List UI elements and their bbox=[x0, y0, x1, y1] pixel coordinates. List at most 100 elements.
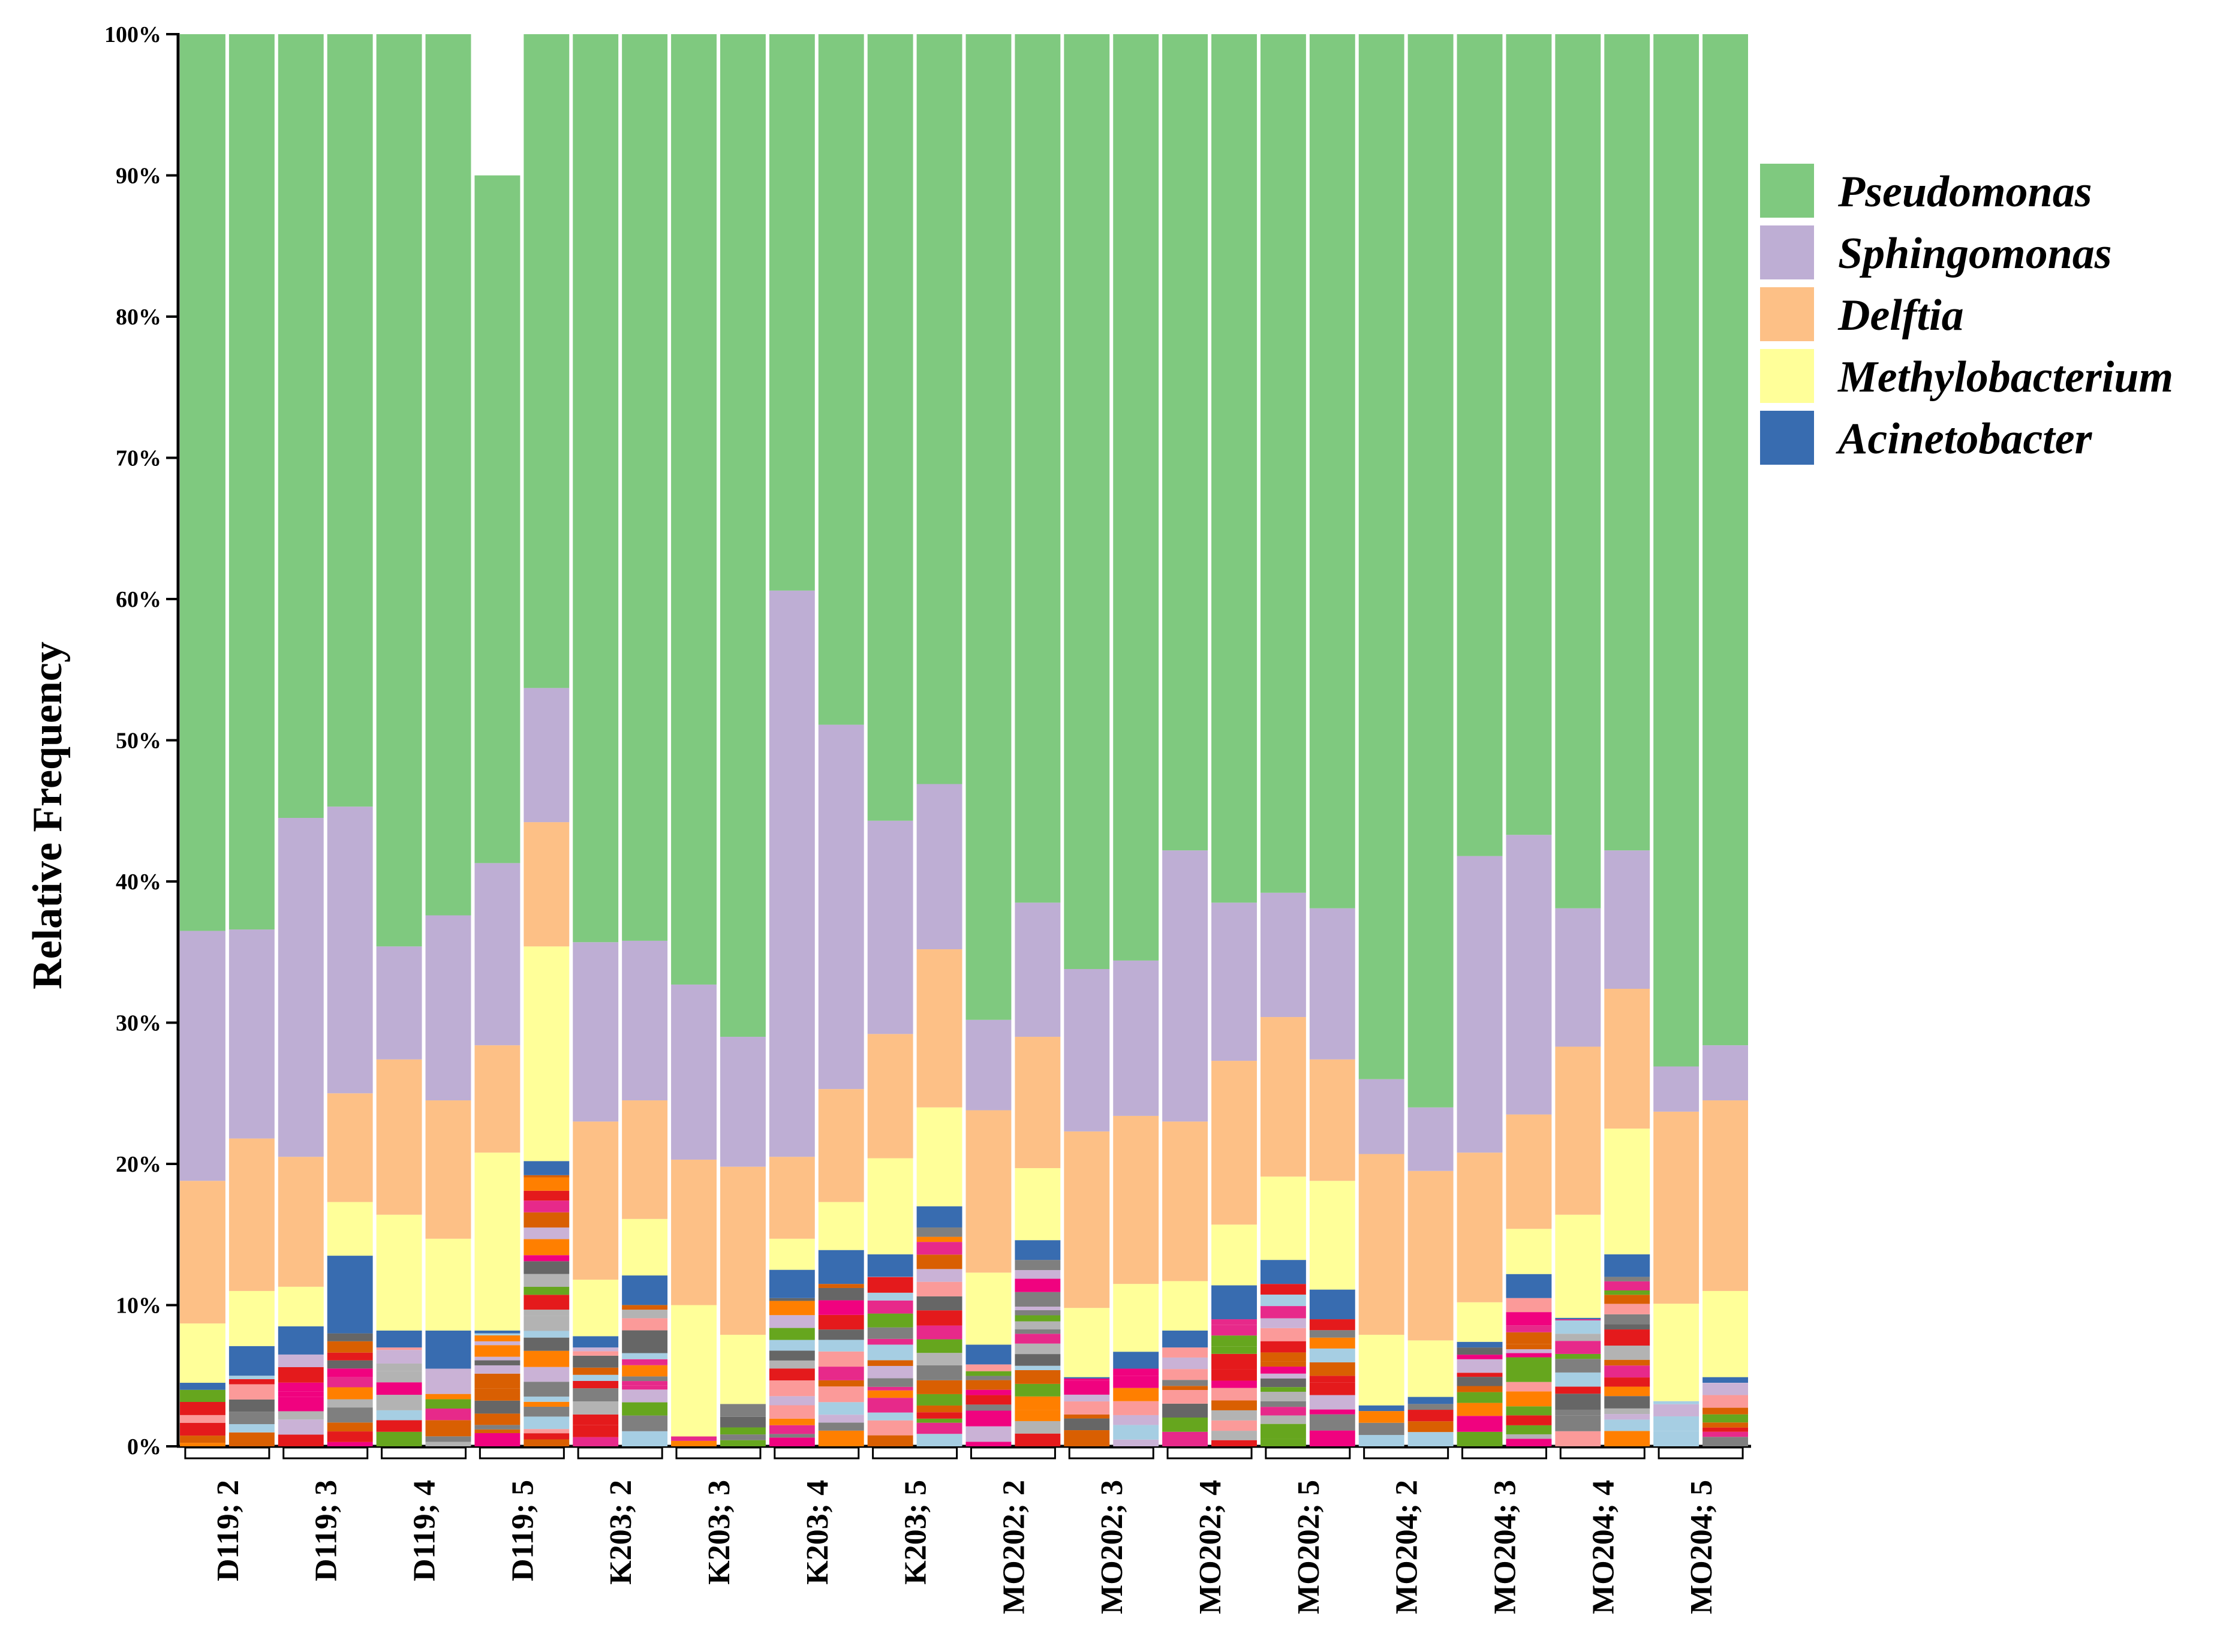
bar-segment-sphingomonas bbox=[1162, 850, 1208, 1122]
bar-segment-other bbox=[524, 1177, 570, 1191]
bar-segment-methylobacterium bbox=[327, 1202, 373, 1256]
bar-segment-other bbox=[1506, 1382, 1552, 1392]
bar-segment-pseudomonas bbox=[916, 34, 962, 784]
bar-segment-other bbox=[867, 1435, 913, 1446]
bar-segment-other bbox=[278, 1382, 324, 1392]
bar-segment-sphingomonas bbox=[327, 807, 373, 1094]
bar-stack bbox=[1407, 34, 1454, 1446]
bar-segment-delftia bbox=[524, 822, 570, 947]
bar-segment-other bbox=[1162, 1431, 1208, 1446]
bar-stack bbox=[1555, 34, 1601, 1446]
bar-segment-acinetobacter bbox=[425, 1330, 471, 1369]
bar-segment-other bbox=[524, 1416, 570, 1430]
bar-segment-acinetobacter bbox=[965, 1344, 1012, 1365]
bar-segment-other bbox=[916, 1269, 962, 1282]
bar-segment-pseudomonas bbox=[1113, 34, 1159, 961]
bar-segment-other bbox=[474, 1425, 521, 1430]
bar-segment-other bbox=[1555, 1334, 1601, 1341]
bar-segment-other bbox=[1260, 1284, 1306, 1295]
bar-segment-other bbox=[1506, 1366, 1552, 1382]
bar-segment-other bbox=[818, 1284, 864, 1288]
bar-segment-other bbox=[1260, 1378, 1306, 1388]
bar-segment-delftia bbox=[1113, 1115, 1159, 1284]
bar-segment-other bbox=[180, 1401, 225, 1415]
bar-segment-other bbox=[818, 1430, 864, 1446]
bar-segment-other bbox=[1113, 1415, 1159, 1425]
bar-segment-other bbox=[867, 1344, 913, 1361]
bar-segment-other bbox=[818, 1329, 864, 1340]
bar-segment-other bbox=[1260, 1401, 1306, 1407]
bar-segment-methylobacterium bbox=[965, 1272, 1012, 1345]
bar-segment-other bbox=[278, 1419, 324, 1435]
bar-segment-other bbox=[769, 1368, 815, 1381]
bar-segment-other bbox=[1064, 1414, 1110, 1419]
bar-segment-other bbox=[228, 1412, 275, 1424]
bar-segment-other bbox=[1358, 1422, 1404, 1436]
bar-segment-sphingomonas bbox=[180, 931, 225, 1181]
bar-segment-acinetobacter bbox=[524, 1161, 570, 1175]
bar-segment-other bbox=[769, 1301, 815, 1316]
bar-segment-other bbox=[769, 1396, 815, 1406]
y-axis-label: Relative Frequency bbox=[25, 642, 71, 989]
bar-segment-other bbox=[1555, 1409, 1601, 1416]
bar-segment-other bbox=[573, 1355, 619, 1368]
bar-segment-other bbox=[474, 1388, 521, 1401]
bar-segment-other bbox=[425, 1420, 471, 1437]
bar-segment-sphingomonas bbox=[425, 915, 471, 1101]
bar-segment-other bbox=[327, 1399, 373, 1408]
bar-segment-other bbox=[425, 1409, 471, 1421]
bar-segment-other bbox=[1015, 1310, 1061, 1316]
y-tick-label: 20% bbox=[116, 1152, 161, 1177]
bar-segment-other bbox=[818, 1340, 864, 1352]
bar-segment-other bbox=[769, 1380, 815, 1397]
bar-segment-other bbox=[1506, 1406, 1552, 1416]
bar-segment-methylobacterium bbox=[180, 1323, 225, 1383]
bar-segment-other bbox=[1162, 1390, 1208, 1404]
bar-segment-other bbox=[622, 1389, 668, 1403]
bar-segment-other bbox=[916, 1380, 962, 1394]
bar-segment-other bbox=[228, 1379, 275, 1385]
y-tick-label: 90% bbox=[116, 164, 161, 189]
bar-segment-methylobacterium bbox=[425, 1238, 471, 1331]
bar-segment-other bbox=[1506, 1391, 1552, 1407]
bar-segment-other bbox=[524, 1406, 570, 1417]
bar-segment-methylobacterium bbox=[1211, 1224, 1257, 1286]
bar-segment-methylobacterium bbox=[1555, 1214, 1601, 1318]
legend-label-sphingomonas: Sphingomonas bbox=[1838, 229, 2112, 278]
bar-segment-other bbox=[180, 1443, 225, 1446]
legend: Pseudomonas Sphingomonas Delftia Methylobac… bbox=[1760, 164, 2173, 465]
bar-segment-other bbox=[573, 1437, 619, 1446]
bar-segment-sphingomonas bbox=[1457, 856, 1503, 1153]
bar-segment-other bbox=[1211, 1388, 1257, 1401]
bar-segment-acinetobacter bbox=[327, 1256, 373, 1334]
bar-segment-other bbox=[573, 1380, 619, 1389]
bar-segment-other bbox=[1260, 1367, 1306, 1374]
bar-segment-other bbox=[1309, 1409, 1355, 1415]
bar-segment-other bbox=[1604, 1277, 1650, 1281]
bar-segment-delftia bbox=[228, 1138, 275, 1291]
bar-segment-other bbox=[1457, 1347, 1503, 1355]
bar-segment-other bbox=[916, 1434, 962, 1446]
bar-segment-other bbox=[474, 1400, 521, 1414]
bar-segment-delftia bbox=[1702, 1100, 1748, 1291]
bar-segment-other bbox=[1113, 1425, 1159, 1440]
bar-stack bbox=[818, 34, 864, 1446]
y-tick-label: 40% bbox=[116, 869, 161, 895]
bar-segment-other bbox=[524, 1310, 570, 1316]
bar-segment-other bbox=[1604, 1295, 1650, 1304]
bar-segment-delftia bbox=[1211, 1061, 1257, 1225]
bar-segment-pseudomonas bbox=[1162, 34, 1208, 851]
bar-segment-other bbox=[1260, 1318, 1306, 1328]
bar-segment-methylobacterium bbox=[1506, 1229, 1552, 1274]
bar-segment-other bbox=[818, 1380, 864, 1387]
bar-segment-pseudomonas bbox=[1457, 34, 1503, 856]
bar-stack bbox=[524, 34, 570, 1446]
bar-segment-methylobacterium bbox=[720, 1334, 766, 1404]
bar-segment-other bbox=[1113, 1368, 1159, 1376]
bar-segment-other bbox=[1260, 1361, 1306, 1367]
bar-segment-pseudomonas bbox=[278, 34, 324, 819]
bar-segment-other bbox=[327, 1387, 373, 1400]
bar-segment-sphingomonas bbox=[622, 940, 668, 1101]
x-tick-bracket bbox=[577, 1446, 663, 1460]
bar-segment-other bbox=[1653, 1401, 1699, 1404]
